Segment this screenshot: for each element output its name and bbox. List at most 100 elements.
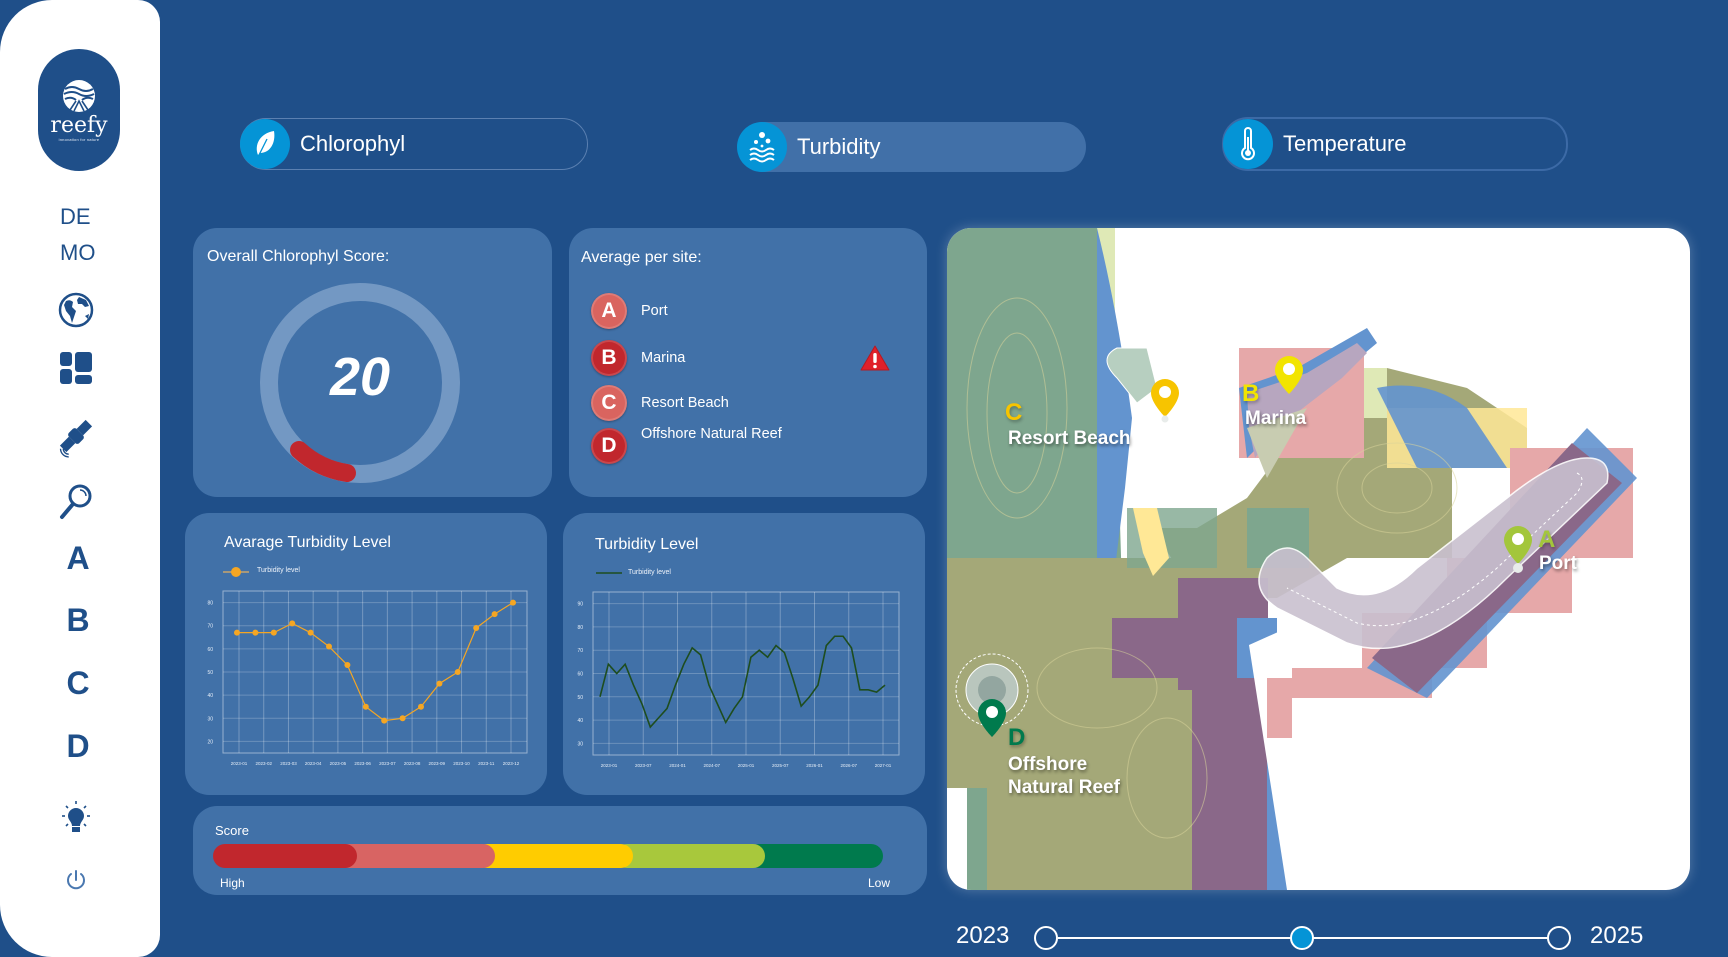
svg-text:2023-01: 2023-01 <box>231 761 248 766</box>
score-segment-5 <box>747 844 883 868</box>
tab-turbidity[interactable]: Turbidity <box>737 122 1086 172</box>
map-label-resort-beach[interactable]: Resort Beach <box>1008 428 1131 449</box>
dashboard-icon[interactable] <box>56 348 96 388</box>
score-high-label: High <box>220 876 245 890</box>
map-label-marina[interactable]: Marina <box>1245 408 1307 429</box>
site-name: Offshore Natural Reef <box>641 426 782 442</box>
map-label-line2: Natural Reef <box>1008 777 1120 798</box>
map-label-line1: Offshore <box>1008 754 1088 775</box>
score-segment-3 <box>475 844 633 868</box>
overall-score-value: 20 <box>329 347 391 407</box>
map-pin-offshore-reef[interactable] <box>976 697 1008 747</box>
score-low-label: Low <box>868 876 891 890</box>
map-pin-port[interactable] <box>1502 524 1534 574</box>
svg-text:20: 20 <box>207 739 213 745</box>
turbidity-level-line-chart: 30 40 50 60 70 80 90 2023-01 2023-07 2024-01 2024-… <box>577 591 900 768</box>
timeline-stop-2023[interactable] <box>1034 926 1058 950</box>
sites-map[interactable]: C Resort Beach B Marina A Port D Offshor… <box>947 228 1690 890</box>
chart-title: Avarage Turbidity Level <box>224 534 391 551</box>
map-label-port[interactable]: Port <box>1539 553 1577 574</box>
reefy-logo[interactable]: reefy innovation for nature <box>38 49 120 171</box>
site-list: A Port B Marina C Resort Beach D Offshor… <box>591 293 911 464</box>
sidebar-site-a[interactable]: A <box>66 540 90 576</box>
map-letter-c: C <box>1005 399 1023 426</box>
site-badge-c: C <box>591 385 627 421</box>
legend-line <box>596 572 622 574</box>
svg-text:2027-01: 2027-01 <box>875 763 892 768</box>
site-badge-b: B <box>591 340 627 376</box>
thermometer-icon <box>1223 119 1273 169</box>
power-icon[interactable] <box>56 860 96 900</box>
svg-text:2023-03: 2023-03 <box>280 761 297 766</box>
svg-text:70: 70 <box>577 648 583 654</box>
globe-icon[interactable] <box>56 290 96 330</box>
tab-temperature[interactable]: Temperature <box>1222 117 1568 171</box>
overall-score-card: Overall Chlorophyl Score: 20 <box>193 228 552 497</box>
site-badge-d: D <box>591 428 627 464</box>
site-row-offshore-reef[interactable]: D Offshore Natural Reef <box>591 426 911 464</box>
svg-text:2023-06: 2023-06 <box>354 761 371 766</box>
sidebar-site-b[interactable]: B <box>66 602 90 638</box>
svg-text:2023-01: 2023-01 <box>601 763 618 768</box>
sidebar-site-d[interactable]: D <box>66 728 90 764</box>
leaf-icon <box>240 119 290 169</box>
svg-text:30: 30 <box>207 716 213 722</box>
turbidity-level-chart-card: Turbidity Level Turbidity level 30 40 50 60… <box>563 513 925 795</box>
timeline-stop-2025[interactable] <box>1547 926 1571 950</box>
site-name: Marina <box>641 350 686 366</box>
score-segment-1 <box>213 844 357 868</box>
average-turbidity-line-chart: 20 30 40 50 60 70 80 2023-01 2023-02 2023-03 2023-… <box>207 590 528 766</box>
search-icon[interactable] <box>56 482 96 522</box>
site-badge-a: A <box>591 293 627 329</box>
site-name: Port <box>641 303 668 319</box>
legend-marker <box>223 567 249 577</box>
satellite-icon[interactable] <box>56 414 96 458</box>
sidebar-site-c[interactable]: C <box>66 665 90 701</box>
svg-text:2023-09: 2023-09 <box>429 761 446 766</box>
reef-globe-icon <box>63 79 95 112</box>
water-bubbles-icon <box>737 122 787 172</box>
timeline-end-label: 2025 <box>1590 922 1644 949</box>
score-segment-2 <box>337 844 495 868</box>
svg-text:60: 60 <box>577 672 583 678</box>
map-pin-marina[interactable] <box>1273 354 1305 400</box>
site-row-resort-beach[interactable]: C Resort Beach <box>591 385 911 421</box>
average-turbidity-chart-card: Avarage Turbidity Level Turbidity level … <box>185 513 547 795</box>
logo-wordmark: reefy <box>50 112 108 138</box>
demo-label-line1: DE <box>60 204 91 229</box>
svg-text:2023-10: 2023-10 <box>453 761 470 766</box>
warning-icon <box>860 345 890 371</box>
map-label-offshore-reef[interactable]: Offshore Natural Reef <box>1008 753 1120 799</box>
site-row-marina[interactable]: B Marina <box>591 340 911 376</box>
site-row-port[interactable]: A Port <box>591 293 911 329</box>
svg-text:2023-07: 2023-07 <box>379 761 396 766</box>
svg-text:40: 40 <box>577 718 583 724</box>
svg-text:80: 80 <box>207 601 213 607</box>
lightbulb-icon[interactable] <box>56 798 96 838</box>
tab-temperature-label: Temperature <box>1283 131 1407 156</box>
chart-title: Turbidity Level <box>595 536 699 553</box>
map-letter-b: B <box>1242 380 1260 407</box>
map-pin-resort-beach[interactable] <box>1149 377 1181 423</box>
svg-text:80: 80 <box>577 625 583 631</box>
average-per-site-card: Average per site: A Port B Marina C Reso… <box>569 228 927 497</box>
svg-text:2023-04: 2023-04 <box>305 761 322 766</box>
svg-text:40: 40 <box>207 693 213 699</box>
svg-text:30: 30 <box>577 741 583 747</box>
svg-text:2023-07: 2023-07 <box>635 763 652 768</box>
legend-label: Turbidity level <box>257 567 300 574</box>
tab-chlorophyl[interactable]: Chlorophyl <box>240 118 588 170</box>
svg-text:2023-02: 2023-02 <box>255 761 272 766</box>
map-canvas <box>947 228 1637 890</box>
score-gradient-bar <box>213 844 883 868</box>
site-name: Resort Beach <box>641 395 729 411</box>
svg-text:2024-01: 2024-01 <box>669 763 686 768</box>
overall-score-title: Overall Chlorophyl Score: <box>207 248 390 265</box>
svg-text:2026-07: 2026-07 <box>840 763 857 768</box>
svg-text:2023-05: 2023-05 <box>330 761 347 766</box>
timeline-stop-selected[interactable] <box>1290 926 1314 950</box>
svg-text:2023-12: 2023-12 <box>503 761 520 766</box>
svg-text:50: 50 <box>207 670 213 676</box>
svg-text:90: 90 <box>577 602 583 608</box>
svg-text:2023-08: 2023-08 <box>404 761 421 766</box>
